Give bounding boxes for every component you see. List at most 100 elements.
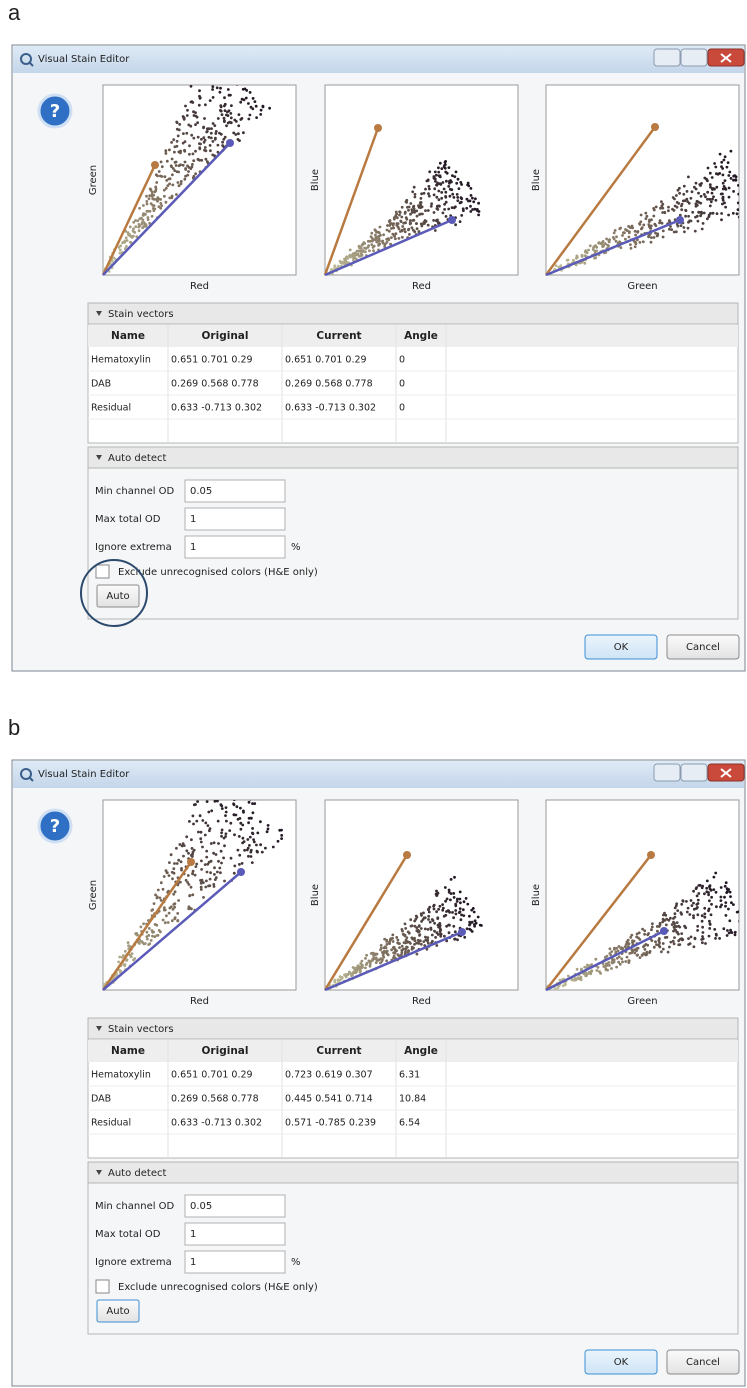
scatter-point: [634, 230, 637, 233]
scatter-point: [392, 227, 395, 230]
scatter-point: [653, 946, 656, 949]
scatter-point: [415, 926, 418, 929]
scatter-point: [380, 944, 383, 947]
scatter-point: [686, 190, 689, 193]
scatter-point: [251, 861, 254, 864]
scatter-point: [185, 849, 188, 852]
scatter-point: [408, 233, 411, 236]
checkbox[interactable]: [96, 1280, 109, 1293]
section-header[interactable]: [88, 303, 738, 324]
text-input[interactable]: [185, 536, 285, 558]
section-header[interactable]: [88, 1162, 738, 1183]
field-label: Min channel OD: [95, 486, 175, 497]
ok-button-label: OK: [614, 642, 629, 653]
scatter-point: [247, 847, 250, 850]
scatter-point: [360, 252, 363, 255]
scatter-point: [225, 820, 228, 823]
x-axis-label: Green: [627, 996, 657, 1007]
scatter-point: [634, 245, 637, 248]
scatter-point: [416, 215, 419, 218]
scatter-point: [166, 160, 169, 163]
scatter-point: [190, 101, 193, 104]
text-input[interactable]: [185, 1251, 285, 1273]
scatter-point: [425, 220, 428, 223]
scatter-point: [669, 941, 672, 944]
scatter-point: [198, 146, 201, 149]
scatter-point: [455, 171, 458, 174]
scatter-point: [245, 89, 248, 92]
scatter-point: [151, 193, 154, 196]
scatter-point: [614, 229, 617, 232]
scatter-point: [699, 884, 702, 887]
scatter-point: [460, 914, 463, 917]
section-header[interactable]: [88, 447, 738, 468]
scatter-point: [266, 830, 269, 833]
scatter-point: [387, 954, 390, 957]
scatter-point: [202, 136, 205, 139]
scatter-point: [434, 178, 437, 181]
scatter-point: [146, 931, 149, 934]
scatter-point: [247, 821, 250, 824]
scatter-point: [204, 863, 207, 866]
scatter-point: [469, 205, 472, 208]
scatter-point: [255, 844, 258, 847]
scatter-point: [213, 841, 216, 844]
maximize-button[interactable]: [681, 764, 707, 781]
scatter-point: [364, 967, 367, 970]
checkbox[interactable]: [96, 565, 109, 578]
scatter-point: [134, 219, 137, 222]
scatter-point: [727, 214, 730, 217]
minimize-button[interactable]: [654, 764, 680, 781]
scatter-point: [440, 191, 443, 194]
scatter-point: [199, 143, 202, 146]
scatter-point: [680, 911, 683, 914]
scatter-point: [256, 832, 259, 835]
scatter-point: [697, 899, 700, 902]
scatter-point: [140, 217, 143, 220]
text-input[interactable]: [185, 508, 285, 530]
scatter-point: [720, 899, 723, 902]
scatter-point: [448, 924, 451, 927]
text-input[interactable]: [185, 1223, 285, 1245]
scatter-point: [177, 181, 180, 184]
scatter-point: [467, 182, 470, 185]
scatter-point: [674, 916, 677, 919]
minimize-button[interactable]: [654, 49, 680, 66]
scatter-point: [681, 939, 684, 942]
scatter-point: [241, 117, 244, 120]
scatter-point: [701, 941, 704, 944]
table-cell: DAB: [91, 379, 111, 390]
scatter-point: [696, 929, 699, 932]
scatter-point: [242, 131, 245, 134]
scatter-point: [173, 917, 176, 920]
scatter-point: [138, 229, 141, 232]
section-header[interactable]: [88, 1018, 738, 1039]
scatter-point: [243, 849, 246, 852]
ok-button-label: OK: [614, 1357, 629, 1368]
scatter-point: [217, 860, 220, 863]
scatter-point: [723, 896, 726, 899]
maximize-button[interactable]: [681, 49, 707, 66]
scatter-point: [628, 230, 631, 233]
scatter-point: [124, 240, 127, 243]
scatter-point: [574, 977, 577, 980]
scatter-point: [691, 904, 694, 907]
scatter-point: [677, 933, 680, 936]
x-axis-label: Red: [412, 281, 431, 292]
scatter-point: [163, 189, 166, 192]
scatter-point: [368, 249, 371, 252]
scatter-point: [209, 149, 212, 152]
scatter-point: [215, 853, 218, 856]
scatter-point: [186, 109, 189, 112]
scatter-point: [239, 807, 242, 810]
scatter-point: [450, 892, 453, 895]
scatter-point: [337, 979, 340, 982]
scatter-point: [224, 814, 227, 817]
scatter-point: [404, 230, 407, 233]
scatter-point: [615, 235, 618, 238]
scatter-point: [202, 896, 205, 899]
x-axis-label: Red: [190, 996, 209, 1007]
scatter-point: [586, 964, 589, 967]
scatter-point: [254, 100, 257, 103]
field-unit: %: [291, 542, 301, 553]
